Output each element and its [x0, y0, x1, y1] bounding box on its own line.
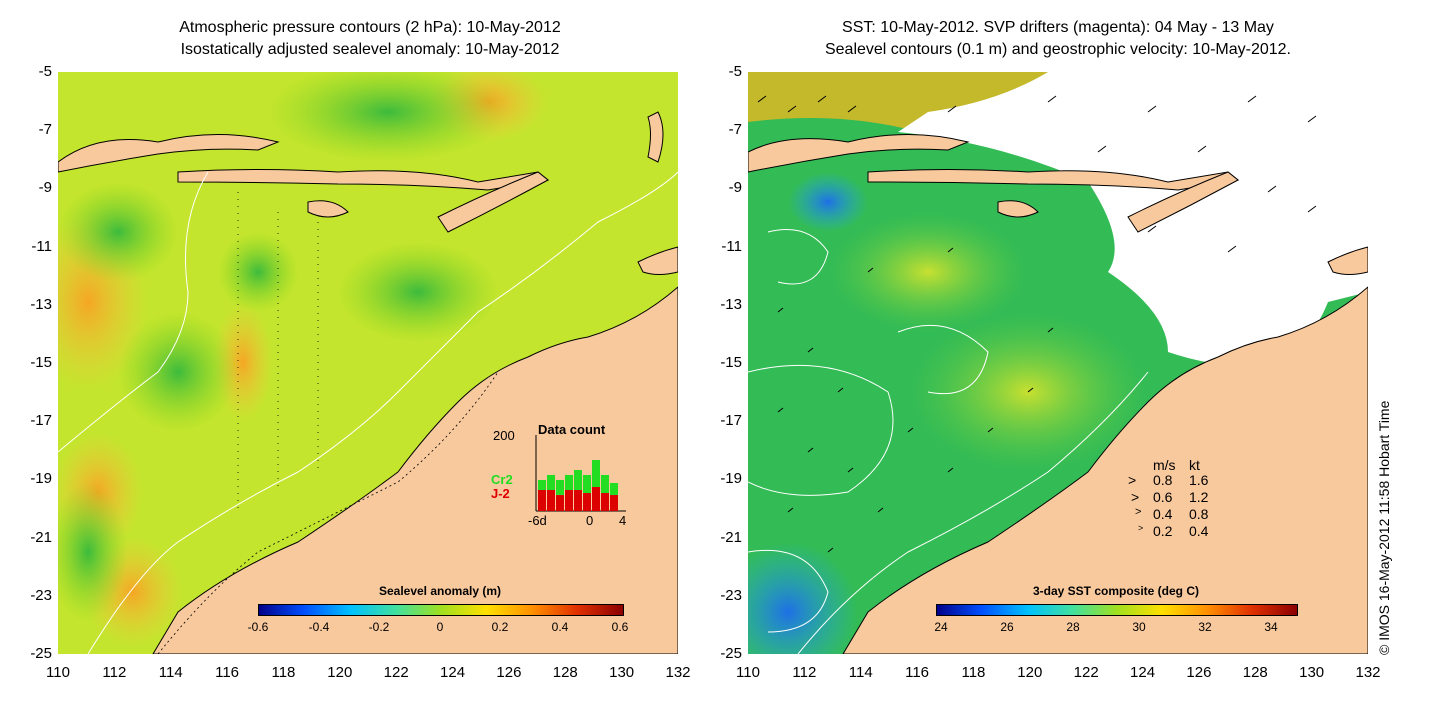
x-axis-label: 118: [271, 664, 296, 681]
x-axis-label: 122: [383, 664, 409, 681]
x-axis-label: 132: [1355, 664, 1381, 681]
speed-legend-arrow: >: [1131, 489, 1140, 505]
y-axis-label: -11: [31, 237, 52, 255]
y-axis-label: -11: [721, 237, 742, 255]
y-axis-label: -7: [728, 121, 742, 139]
right-colorbar-tick: 32: [1198, 620, 1212, 634]
right-title-line2: Sealevel contours (0.1 m) and geostrophi…: [824, 41, 1291, 58]
y-axis-label: -7: [38, 121, 52, 139]
y-axis-label: -19: [30, 470, 52, 488]
y-axis-label: -25: [30, 645, 52, 662]
right-colorbar-tick: 30: [1132, 620, 1146, 634]
sst-map: [748, 72, 1368, 654]
inset-legend-j2: J-2: [491, 486, 510, 501]
left-colorbar-tick: -0.4: [308, 620, 330, 634]
speed-legend-ms: 0.6: [1153, 489, 1173, 505]
right-title-line1: SST: 10-May-2012. SVP drifters (magenta)…: [842, 19, 1274, 36]
left-colorbar-tick: 0.4: [551, 620, 569, 634]
x-axis-label: 126: [496, 664, 522, 681]
y-axis-label: -9: [728, 179, 742, 197]
inset-x-label-end: 4: [619, 513, 627, 528]
y-axis-label: -13: [30, 295, 52, 313]
left-colorbar: [258, 604, 624, 616]
inset-title: Data count: [538, 422, 606, 437]
inset-x-label-zero: 0: [586, 513, 594, 528]
x-axis-label: 128: [552, 664, 578, 681]
y-axis-label: -15: [720, 354, 742, 371]
x-axis-label: 124: [440, 664, 466, 681]
sealevel-anomaly-map: [58, 72, 678, 654]
y-axis-label: -23: [720, 586, 742, 604]
x-axis-label: 112: [102, 664, 127, 681]
y-axis-label: -17: [720, 412, 742, 430]
x-axis-label: 130: [1299, 664, 1325, 681]
left-title-line1: Atmospheric pressure contours (2 hPa): 1…: [179, 19, 561, 36]
speed-legend-kt: 1.2: [1189, 489, 1209, 505]
imos-credit: © IMOS 16-May-2012 11:58 Hobart Time: [1376, 400, 1392, 655]
x-axis-label: 116: [905, 664, 930, 681]
y-axis-label: -17: [30, 412, 52, 430]
inset-y-max-label: 200: [493, 428, 515, 443]
speed-legend-kt: 1.6: [1189, 472, 1209, 488]
left-colorbar-tick: 0.6: [611, 620, 629, 634]
y-axis-label: -21: [720, 528, 742, 546]
left-colorbar-tick: -0.2: [368, 620, 390, 634]
speed-legend-kt: 0.4: [1189, 523, 1209, 539]
x-axis-label: 114: [848, 664, 873, 681]
left-colorbar-title: Sealevel anomaly (m): [378, 584, 502, 598]
y-axis-label: -13: [720, 295, 742, 313]
x-axis-label: 112: [792, 664, 817, 681]
x-axis-label: 132: [665, 664, 691, 681]
y-axis-label: -5: [38, 63, 52, 80]
x-axis-label: 120: [1017, 664, 1043, 681]
left-colorbar-tick: 0: [436, 620, 444, 634]
y-axis-label: -15: [30, 354, 52, 371]
x-axis-label: 110: [46, 664, 70, 681]
x-axis-label: 124: [1130, 664, 1156, 681]
right-colorbar-title: 3-day SST composite (deg C): [1032, 584, 1200, 598]
y-axis-label: -19: [720, 470, 742, 488]
x-axis-label: 130: [609, 664, 635, 681]
right-colorbar-tick: 26: [1000, 620, 1014, 634]
y-axis-label: -25: [720, 645, 742, 662]
left-colorbar-tick: 0.2: [491, 620, 509, 634]
y-axis-label: -9: [38, 179, 52, 197]
y-axis-label: -23: [30, 586, 52, 604]
left-title-line2: Isostatically adjusted sealevel anomaly:…: [180, 41, 560, 58]
right-colorbar-tick: 28: [1066, 620, 1080, 634]
inset-legend-cr2: Cr2: [491, 472, 513, 487]
x-axis-label: 114: [158, 664, 183, 681]
y-axis-label: -5: [728, 63, 742, 80]
speed-legend-ms: 0.4: [1153, 506, 1173, 522]
left-colorbar-tick: -0.6: [247, 620, 269, 634]
x-axis-label: 126: [1186, 664, 1212, 681]
speed-legend-arrow: >: [1128, 472, 1137, 488]
speed-legend-arrow: >: [1138, 523, 1144, 533]
right-colorbar-tick: 24: [934, 620, 948, 634]
x-axis-label: 128: [1242, 664, 1268, 681]
speed-legend-kt: 0.8: [1189, 506, 1209, 522]
speed-legend-ms: 0.8: [1153, 472, 1173, 488]
right-colorbar: [936, 604, 1298, 616]
x-axis-label: 110: [736, 664, 760, 681]
x-axis-label: 116: [215, 664, 240, 681]
speed-legend-arrow: >: [1135, 506, 1142, 518]
x-axis-label: 122: [1073, 664, 1099, 681]
speed-legend-header-kt: kt: [1189, 457, 1200, 473]
y-axis-label: -21: [30, 528, 52, 546]
speed-legend-ms: 0.2: [1153, 523, 1173, 539]
right-colorbar-tick: 34: [1264, 620, 1278, 634]
x-axis-label: 118: [961, 664, 986, 681]
speed-legend-header-ms: m/s: [1153, 457, 1176, 473]
inset-x-label-start: -6d: [528, 513, 547, 528]
inset-histogram: [535, 435, 626, 512]
x-axis-label: 120: [327, 664, 353, 681]
